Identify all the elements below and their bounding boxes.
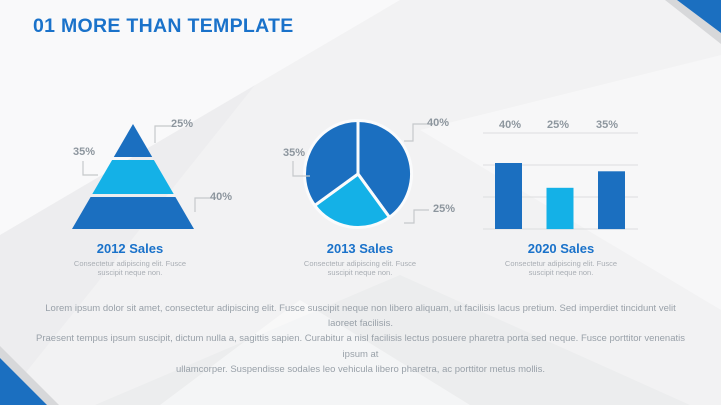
pie-label-35: 35% (282, 147, 306, 159)
caption-title: 2013 Sales (326, 241, 394, 256)
pie-slice-35% (303, 119, 360, 207)
slide-title: 01 MORE THAN TEMPLATE (33, 15, 294, 37)
pyramid-tier-middle (92, 160, 174, 194)
pyramid-label-35: 35% (72, 146, 96, 158)
bar-label-40: 40% (498, 119, 522, 131)
pie-label-25: 25% (432, 203, 456, 215)
pie-slice-25% (313, 172, 391, 229)
pyramid-label-25: 25% (170, 118, 194, 130)
pie-chart-2013 (303, 119, 413, 229)
pie-label-40: 40% (426, 117, 450, 129)
caption-2020-sales: 2020 Sales Consectetur adipiscing elit. … (481, 241, 641, 277)
pie-slice-40% (356, 119, 413, 219)
bar-chart-2020 (483, 132, 638, 230)
pyramid-label-40: 40% (209, 191, 233, 203)
caption-description: Consectetur adipiscing elit. Fusce susci… (504, 259, 618, 277)
body-line: Lorem ipsum dolor sit amet, consectetur … (45, 303, 676, 330)
body-paragraph: Lorem ipsum dolor sit amet, consectetur … (36, 301, 685, 377)
body-line: ullamcorper. Suspendisse sodales leo veh… (175, 363, 546, 375)
caption-title: 2012 Sales (96, 241, 164, 256)
caption-description: Consectetur adipiscing elit. Fusce susci… (303, 259, 417, 277)
bar-label-25: 25% (546, 119, 570, 131)
caption-description: Consectetur adipiscing elit. Fusce susci… (73, 259, 187, 277)
bar-label-35: 35% (595, 119, 619, 131)
body-line: Praesent tempus ipsum suscipit, dictum n… (36, 333, 685, 360)
caption-2012-sales: 2012 Sales Consectetur adipiscing elit. … (50, 241, 210, 277)
pyramid-tier-bottom (72, 197, 194, 229)
pyramid-chart-2012 (72, 124, 194, 229)
caption-2013-sales: 2013 Sales Consectetur adipiscing elit. … (280, 241, 440, 277)
pyramid-tier-top (113, 124, 153, 157)
bar-25% (546, 187, 574, 230)
bar-35% (598, 171, 625, 230)
caption-title: 2020 Sales (527, 241, 595, 256)
bar-40% (495, 163, 522, 229)
